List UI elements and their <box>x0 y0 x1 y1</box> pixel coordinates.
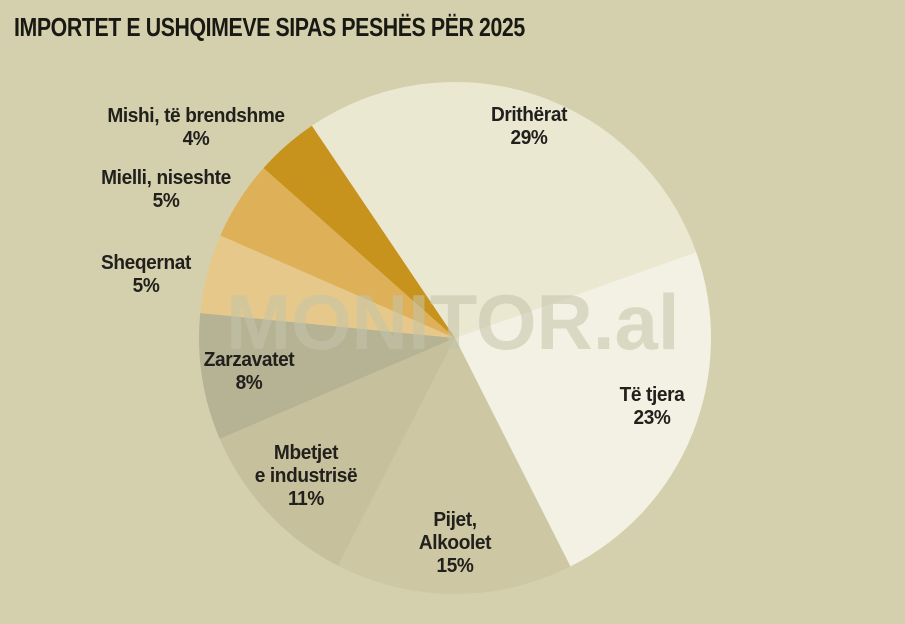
slice-percent: 8% <box>235 371 263 394</box>
slice-name: Mielli, niseshte <box>101 166 231 189</box>
slice-label-mielli: Mielli, niseshte 5% <box>101 166 231 212</box>
pie-slice-zarzavatet <box>198 313 456 439</box>
pie-slice-mbetjet-e-industrisë <box>219 338 455 566</box>
slice-percent: 23% <box>633 406 671 429</box>
watermark: MONITOR.al <box>226 278 680 366</box>
pie-slice-mielli-niseshte <box>220 168 455 338</box>
slice-label-zarzavatet: Zarzavatet 8% <box>204 348 295 394</box>
pie-slice-drithërat <box>311 82 697 338</box>
slice-name: Drithërat <box>490 103 568 126</box>
slice-label-mishi: Mishi, të brendshme 4% <box>107 104 285 150</box>
slice-label-mbetjet: Mbetjet e industrisë 11% <box>255 441 358 510</box>
slice-name: Mishi, të brendshme <box>107 104 285 127</box>
slice-label-pijet-alkoolet: Pijet, Alkoolet 15% <box>418 508 492 577</box>
slice-name: Zarzavatet <box>203 348 295 371</box>
pie-slice-të-tjera <box>455 252 712 567</box>
pie-slice-sheqernat <box>200 235 455 338</box>
slice-percent: 29% <box>510 126 548 149</box>
slice-name: Sheqernat <box>101 251 191 274</box>
slice-percent: 15% <box>436 554 474 577</box>
slice-label-te-tjera: Të tjera 23% <box>620 383 685 429</box>
slice-label-sheqernat: Sheqernat 5% <box>101 251 191 297</box>
slice-percent: 5% <box>132 274 160 297</box>
slice-name: Mbetjet <box>273 441 339 464</box>
slice-percent: 5% <box>152 189 180 212</box>
pie-slice-mishi-të-brendshme <box>263 125 455 339</box>
page-title: IMPORTET E USHQIMEVE SIPAS PESHËS PËR 20… <box>14 12 525 42</box>
slice-name: Pijet, <box>433 508 477 531</box>
slice-percent: 4% <box>182 127 210 150</box>
slice-percent: 11% <box>288 487 324 510</box>
slice-name-line2: Alkoolet <box>418 531 492 554</box>
slice-name: Të tjera <box>619 383 685 406</box>
slice-name-line2: e industrisë <box>254 464 358 487</box>
pie-slice-pijet-alkoolet <box>337 338 571 594</box>
slice-label-dritherat: Drithërat 29% <box>491 103 567 149</box>
